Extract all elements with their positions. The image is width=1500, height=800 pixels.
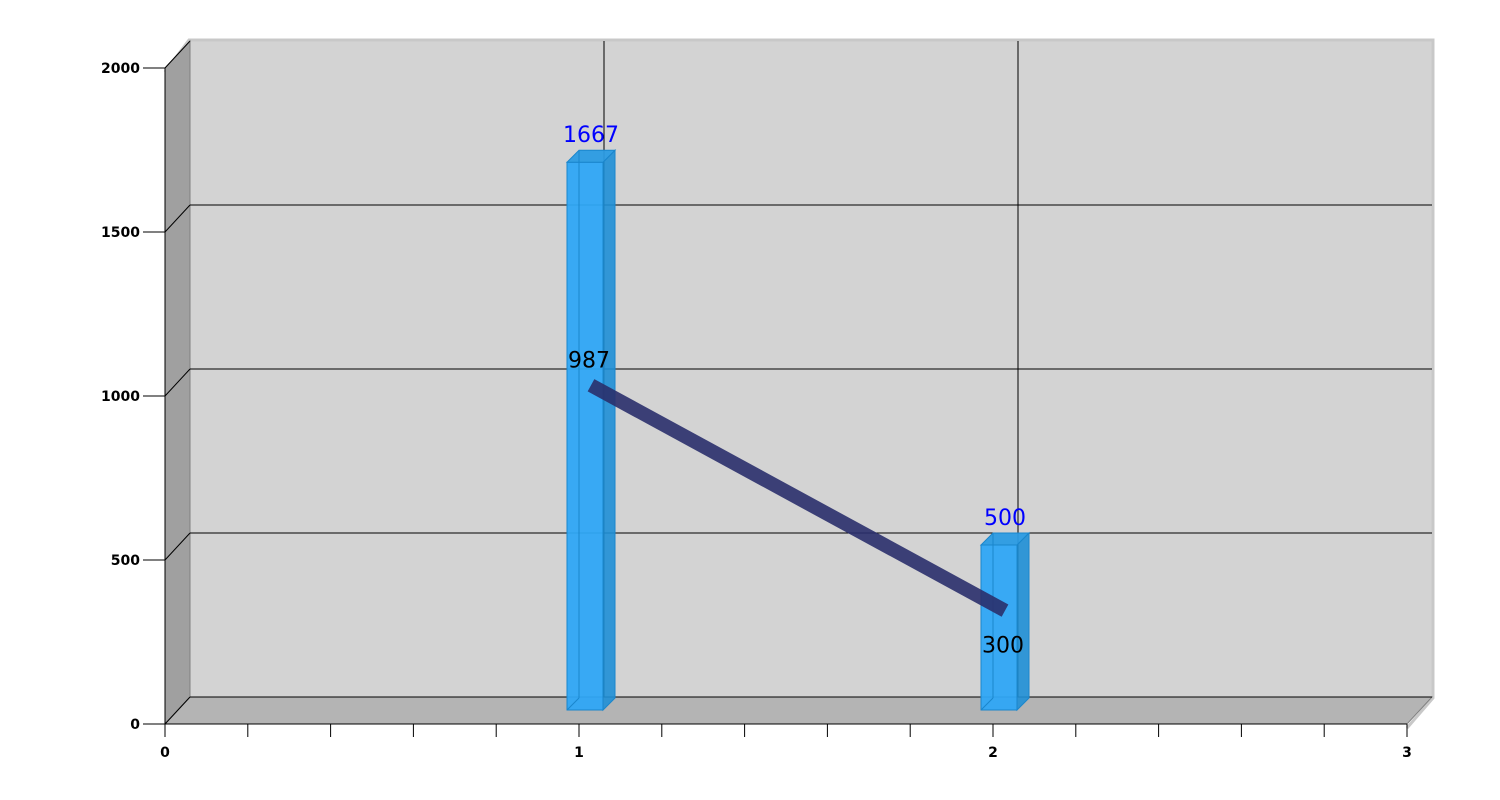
- bar-value-label: 500: [984, 506, 1026, 531]
- side-grid-line: [164, 696, 191, 725]
- x-tick-label: 3: [1402, 745, 1412, 761]
- line-series: [587, 379, 1009, 617]
- bar-front: [566, 161, 604, 711]
- y-tick-label: 500: [111, 553, 140, 569]
- side-grid-line: [164, 532, 191, 561]
- y-tick-label: 1000: [101, 389, 140, 405]
- side-grid-line: [164, 368, 191, 397]
- floor: [163, 696, 1434, 725]
- x-tick-label: 2: [988, 745, 998, 761]
- x-tick-label: 0: [160, 745, 170, 761]
- y-tick-label: 2000: [101, 61, 140, 77]
- line-value-label: 987: [568, 348, 610, 373]
- bar-side: [1016, 531, 1030, 712]
- side-grid-line: [164, 204, 191, 233]
- bar: [565, 149, 617, 712]
- bar-edge: [980, 697, 994, 711]
- bar: [979, 531, 1031, 712]
- bar-value-label: 1667: [563, 123, 619, 148]
- y-tick-label: 1500: [101, 225, 140, 241]
- x-tick-label: 1: [574, 745, 584, 761]
- y-tick-label: 0: [130, 717, 140, 733]
- bar-edge: [566, 697, 580, 711]
- bar-front: [980, 544, 1018, 711]
- side-grid-line: [164, 40, 191, 69]
- line-value-label: 300: [982, 634, 1024, 659]
- bar-side: [602, 149, 616, 712]
